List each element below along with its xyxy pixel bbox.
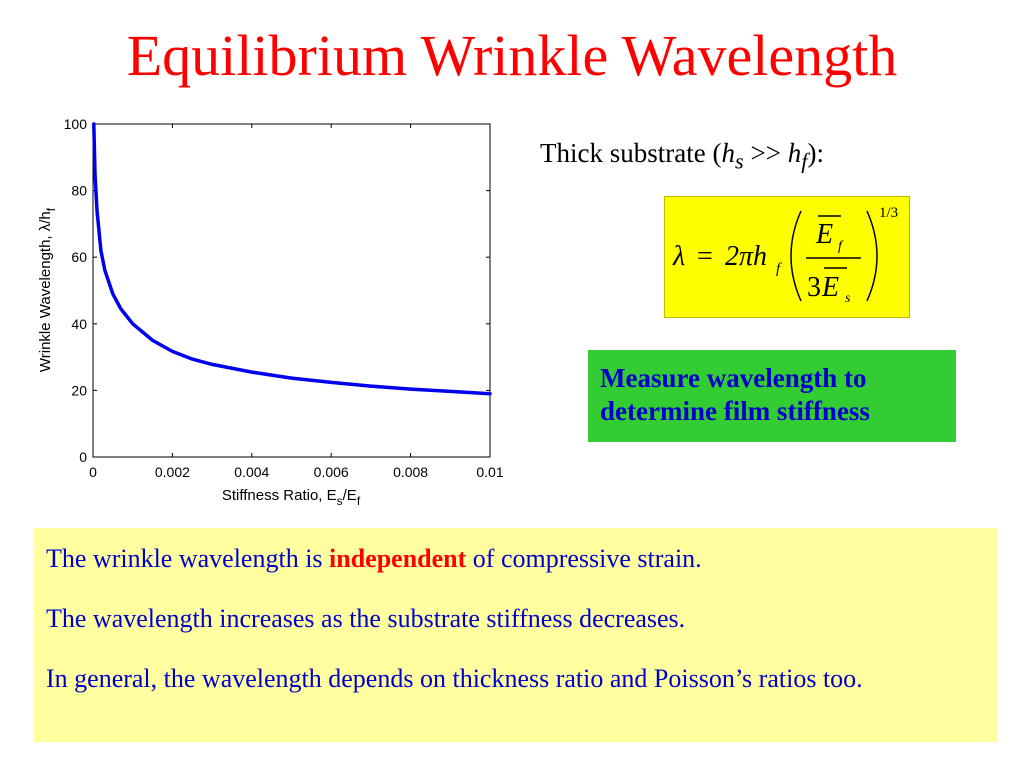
x-axis-ticks	[92, 124, 491, 457]
y-tick-labels: 0 20 40 60 80 100	[64, 116, 88, 465]
formula-numerator-e: E	[815, 219, 833, 250]
formula-denominator-e: E	[821, 272, 839, 303]
x-tick-label: 0.01	[476, 464, 503, 480]
x-tick-label: 0.006	[314, 464, 349, 480]
y-tick-label: 60	[71, 249, 87, 265]
measure-callout-line2: determine film stiffness	[600, 396, 870, 426]
right-paren	[866, 210, 878, 302]
measure-callout-line1: Measure wavelength to	[600, 363, 867, 393]
x-tick-labels: 0 0.002 0.004 0.006 0.008 0.01	[89, 464, 504, 480]
measure-callout: Measure wavelength to determine film sti…	[588, 350, 956, 442]
summary-line-1: The wrinkle wavelength is independent of…	[46, 544, 702, 573]
y-tick-label: 100	[64, 116, 88, 132]
formula-exponent: 1/3	[879, 205, 898, 221]
x-tick-label: 0.008	[393, 464, 428, 480]
formula-lambda: λ	[672, 241, 685, 272]
formula-denominator-three: 3	[807, 272, 821, 303]
thick-substrate-label: Thick substrate (hs >> hf):	[540, 138, 824, 174]
y-axis-ticks	[93, 123, 490, 458]
wavelength-chart: 0 0.002 0.004 0.006 0.008 0.01 0 20 40 60 80 100 S…	[37, 116, 504, 508]
formula-two-pi-h: 2πh	[725, 241, 767, 272]
x-tick-label: 0	[89, 464, 97, 480]
summary-line-3: In general, the wavelength depends on th…	[46, 664, 863, 693]
plot-frame	[92, 123, 491, 458]
formula-equals: =	[697, 241, 713, 272]
x-tick-label: 0.002	[155, 464, 190, 480]
y-axis-label: Wrinkle Wavelength, λ/hf	[37, 207, 58, 372]
y-tick-label: 0	[79, 449, 87, 465]
formula-h-subscript: f	[776, 261, 782, 277]
x-tick-label: 0.004	[234, 464, 269, 480]
formula-numerator-sub: f	[838, 239, 844, 254]
y-tick-label: 40	[71, 316, 87, 332]
summary-line-2: The wavelength increases as the substrat…	[46, 604, 686, 633]
x-axis-label: Stiffness Ratio, Es/Ef	[222, 487, 361, 508]
wavelength-formula: λ = 2πh f E f 3 E s 1/3	[664, 196, 910, 318]
summary-box: The wrinkle wavelength is independent of…	[34, 528, 998, 742]
independent-highlight: independent	[329, 544, 467, 573]
wavelength-curve	[92, 122, 492, 396]
y-tick-label: 20	[71, 382, 87, 398]
y-tick-label: 80	[71, 183, 87, 199]
formula-denominator-sub: s	[845, 291, 851, 306]
slide-title: Equilibrium Wrinkle Wavelength	[126, 23, 898, 88]
left-paren	[790, 210, 802, 302]
